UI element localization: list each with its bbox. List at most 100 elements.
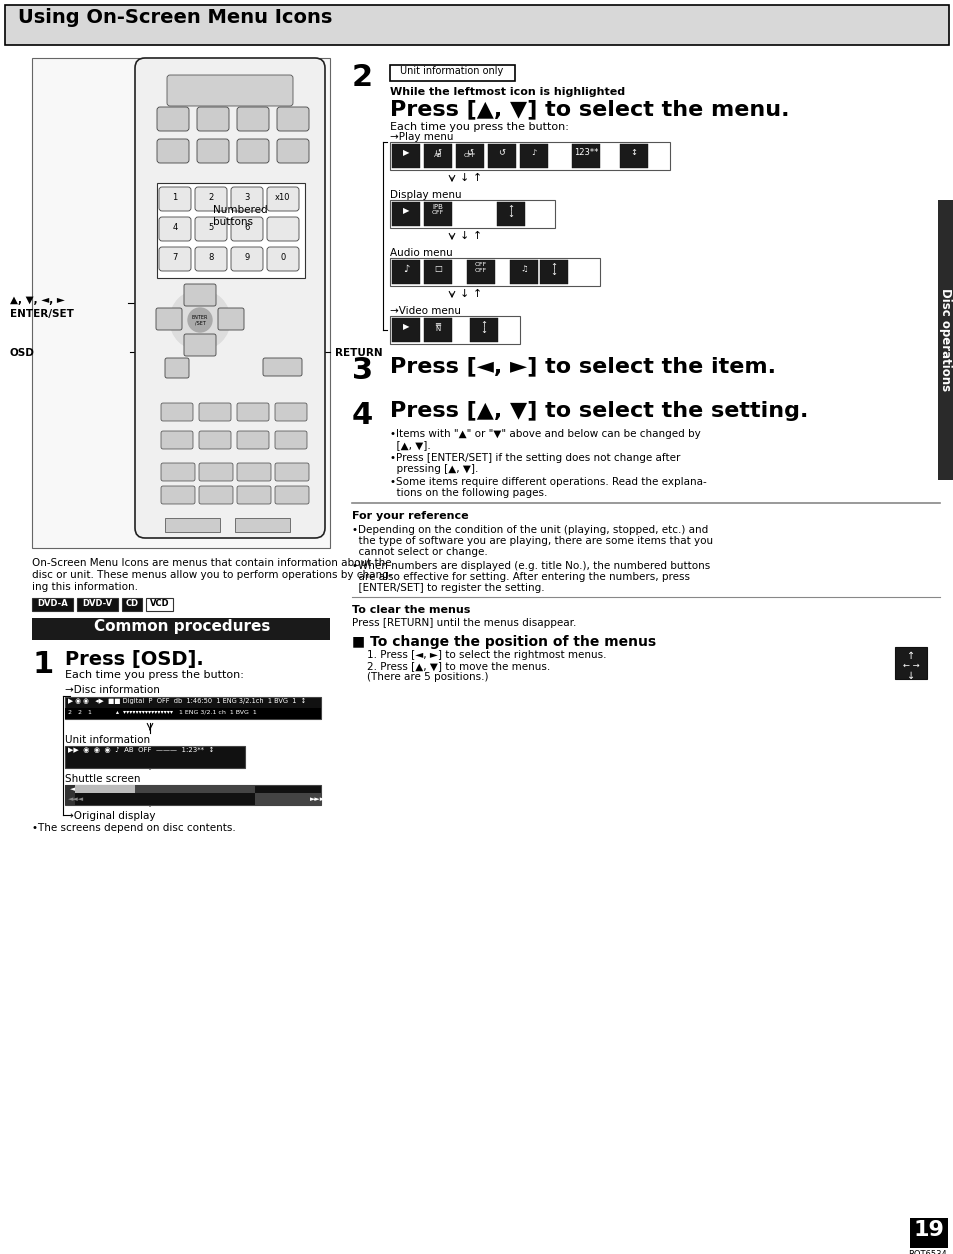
FancyBboxPatch shape <box>263 357 302 376</box>
Text: ↓ ↑: ↓ ↑ <box>459 173 482 183</box>
Text: ← →: ← → <box>902 661 919 670</box>
Text: tions on the following pages.: tions on the following pages. <box>390 488 547 498</box>
Bar <box>122 598 142 611</box>
Text: ↓: ↓ <box>906 671 914 681</box>
Bar <box>65 785 75 805</box>
Text: ↑: ↑ <box>906 651 914 661</box>
FancyBboxPatch shape <box>196 107 229 130</box>
Text: pressing [▲, ▼].: pressing [▲, ▼]. <box>390 464 477 474</box>
Bar <box>65 746 245 767</box>
Text: OFF: OFF <box>475 268 487 273</box>
Text: Display menu: Display menu <box>390 191 461 199</box>
Text: •Press [ENTER/SET] if the setting does not change after: •Press [ENTER/SET] if the setting does n… <box>390 453 679 463</box>
Text: cannot select or change.: cannot select or change. <box>352 547 487 557</box>
Text: ◄◄◄: ◄◄◄ <box>68 796 84 803</box>
Circle shape <box>170 290 230 350</box>
Text: [▲, ▼].: [▲, ▼]. <box>390 440 431 450</box>
FancyBboxPatch shape <box>199 487 233 504</box>
FancyBboxPatch shape <box>236 403 269 421</box>
Bar <box>510 260 537 283</box>
Bar <box>390 316 519 344</box>
Bar <box>572 144 599 168</box>
Bar <box>894 647 926 678</box>
Text: 2: 2 <box>352 63 373 92</box>
Bar <box>423 202 452 226</box>
Text: OFF: OFF <box>475 262 487 267</box>
FancyBboxPatch shape <box>161 431 193 449</box>
Text: [ENTER/SET] to register the setting.: [ENTER/SET] to register the setting. <box>352 583 544 593</box>
Text: ▶: ▶ <box>402 322 409 331</box>
Text: RQT6534: RQT6534 <box>907 1250 945 1254</box>
FancyBboxPatch shape <box>194 247 227 271</box>
Text: ENTER/SET: ENTER/SET <box>10 308 73 319</box>
Text: ing this information.: ing this information. <box>32 582 138 592</box>
Text: ↓ ↑: ↓ ↑ <box>459 288 482 298</box>
Text: Numbered
buttons: Numbered buttons <box>213 204 268 227</box>
Text: Each time you press the button:: Each time you press the button: <box>65 670 244 680</box>
FancyBboxPatch shape <box>274 403 307 421</box>
Text: 123**: 123** <box>573 148 598 157</box>
FancyBboxPatch shape <box>157 139 189 163</box>
Text: •Some items require different operations. Read the explana-: •Some items require different operations… <box>390 477 706 487</box>
Text: OFF: OFF <box>463 153 476 158</box>
Text: DVD-V: DVD-V <box>82 599 112 608</box>
Text: Each time you press the button:: Each time you press the button: <box>390 122 568 132</box>
Text: AB: AB <box>434 153 442 158</box>
Bar <box>65 697 320 719</box>
FancyBboxPatch shape <box>231 247 263 271</box>
Text: Using On-Screen Menu Icons: Using On-Screen Menu Icons <box>18 8 332 28</box>
FancyBboxPatch shape <box>159 187 191 211</box>
Bar <box>32 598 73 611</box>
FancyBboxPatch shape <box>159 217 191 241</box>
Text: OFF: OFF <box>432 209 444 214</box>
Text: ▶: ▶ <box>402 148 409 157</box>
FancyBboxPatch shape <box>159 247 191 271</box>
Text: 2. Press [▲, ▼] to move the menus.: 2. Press [▲, ▼] to move the menus. <box>367 661 550 671</box>
Text: 7: 7 <box>172 253 177 262</box>
FancyBboxPatch shape <box>274 487 309 504</box>
Text: ↺: ↺ <box>434 148 441 157</box>
Bar <box>497 202 524 226</box>
Text: On-Screen Menu Icons are menus that contain information about the: On-Screen Menu Icons are menus that cont… <box>32 558 392 568</box>
Bar <box>254 793 320 805</box>
Bar <box>488 144 516 168</box>
FancyBboxPatch shape <box>236 487 271 504</box>
Text: ≡: ≡ <box>434 320 441 329</box>
FancyBboxPatch shape <box>184 283 215 306</box>
FancyBboxPatch shape <box>231 187 263 211</box>
Text: •The screens depend on disc contents.: •The screens depend on disc contents. <box>32 823 235 833</box>
FancyBboxPatch shape <box>276 139 309 163</box>
Text: →Play menu: →Play menu <box>390 132 453 142</box>
FancyBboxPatch shape <box>267 217 298 241</box>
Text: 1: 1 <box>32 650 53 678</box>
Text: 5: 5 <box>208 223 213 232</box>
Bar <box>75 785 135 793</box>
Text: 2: 2 <box>208 193 213 202</box>
Text: Common procedures: Common procedures <box>93 619 270 635</box>
Text: RETURN: RETURN <box>335 349 382 357</box>
Bar <box>470 319 497 342</box>
Bar <box>157 183 305 278</box>
Text: Press [RETURN] until the menus disappear.: Press [RETURN] until the menus disappear… <box>352 618 576 628</box>
Text: 3: 3 <box>244 193 250 202</box>
Bar <box>77 598 118 611</box>
Bar <box>32 58 330 548</box>
FancyBboxPatch shape <box>165 357 189 377</box>
FancyBboxPatch shape <box>236 139 269 163</box>
Text: 19: 19 <box>913 1220 943 1240</box>
Bar <box>456 144 483 168</box>
Text: Press [OSD].: Press [OSD]. <box>65 650 204 668</box>
Bar <box>390 258 599 286</box>
Bar <box>392 319 419 342</box>
FancyBboxPatch shape <box>161 463 194 482</box>
Bar <box>390 65 515 82</box>
FancyBboxPatch shape <box>167 75 293 107</box>
Text: •When numbers are displayed (e.g. title No.), the numbered buttons: •When numbers are displayed (e.g. title … <box>352 561 709 571</box>
Text: ENTER
/SET: ENTER /SET <box>192 315 208 325</box>
Bar <box>539 260 567 283</box>
FancyBboxPatch shape <box>199 463 233 482</box>
Text: Unit information only: Unit information only <box>400 66 503 76</box>
Text: ◄◄: ◄◄ <box>70 786 81 793</box>
Bar <box>423 319 452 342</box>
Text: Press [◄, ►] to select the item.: Press [◄, ►] to select the item. <box>390 356 775 376</box>
